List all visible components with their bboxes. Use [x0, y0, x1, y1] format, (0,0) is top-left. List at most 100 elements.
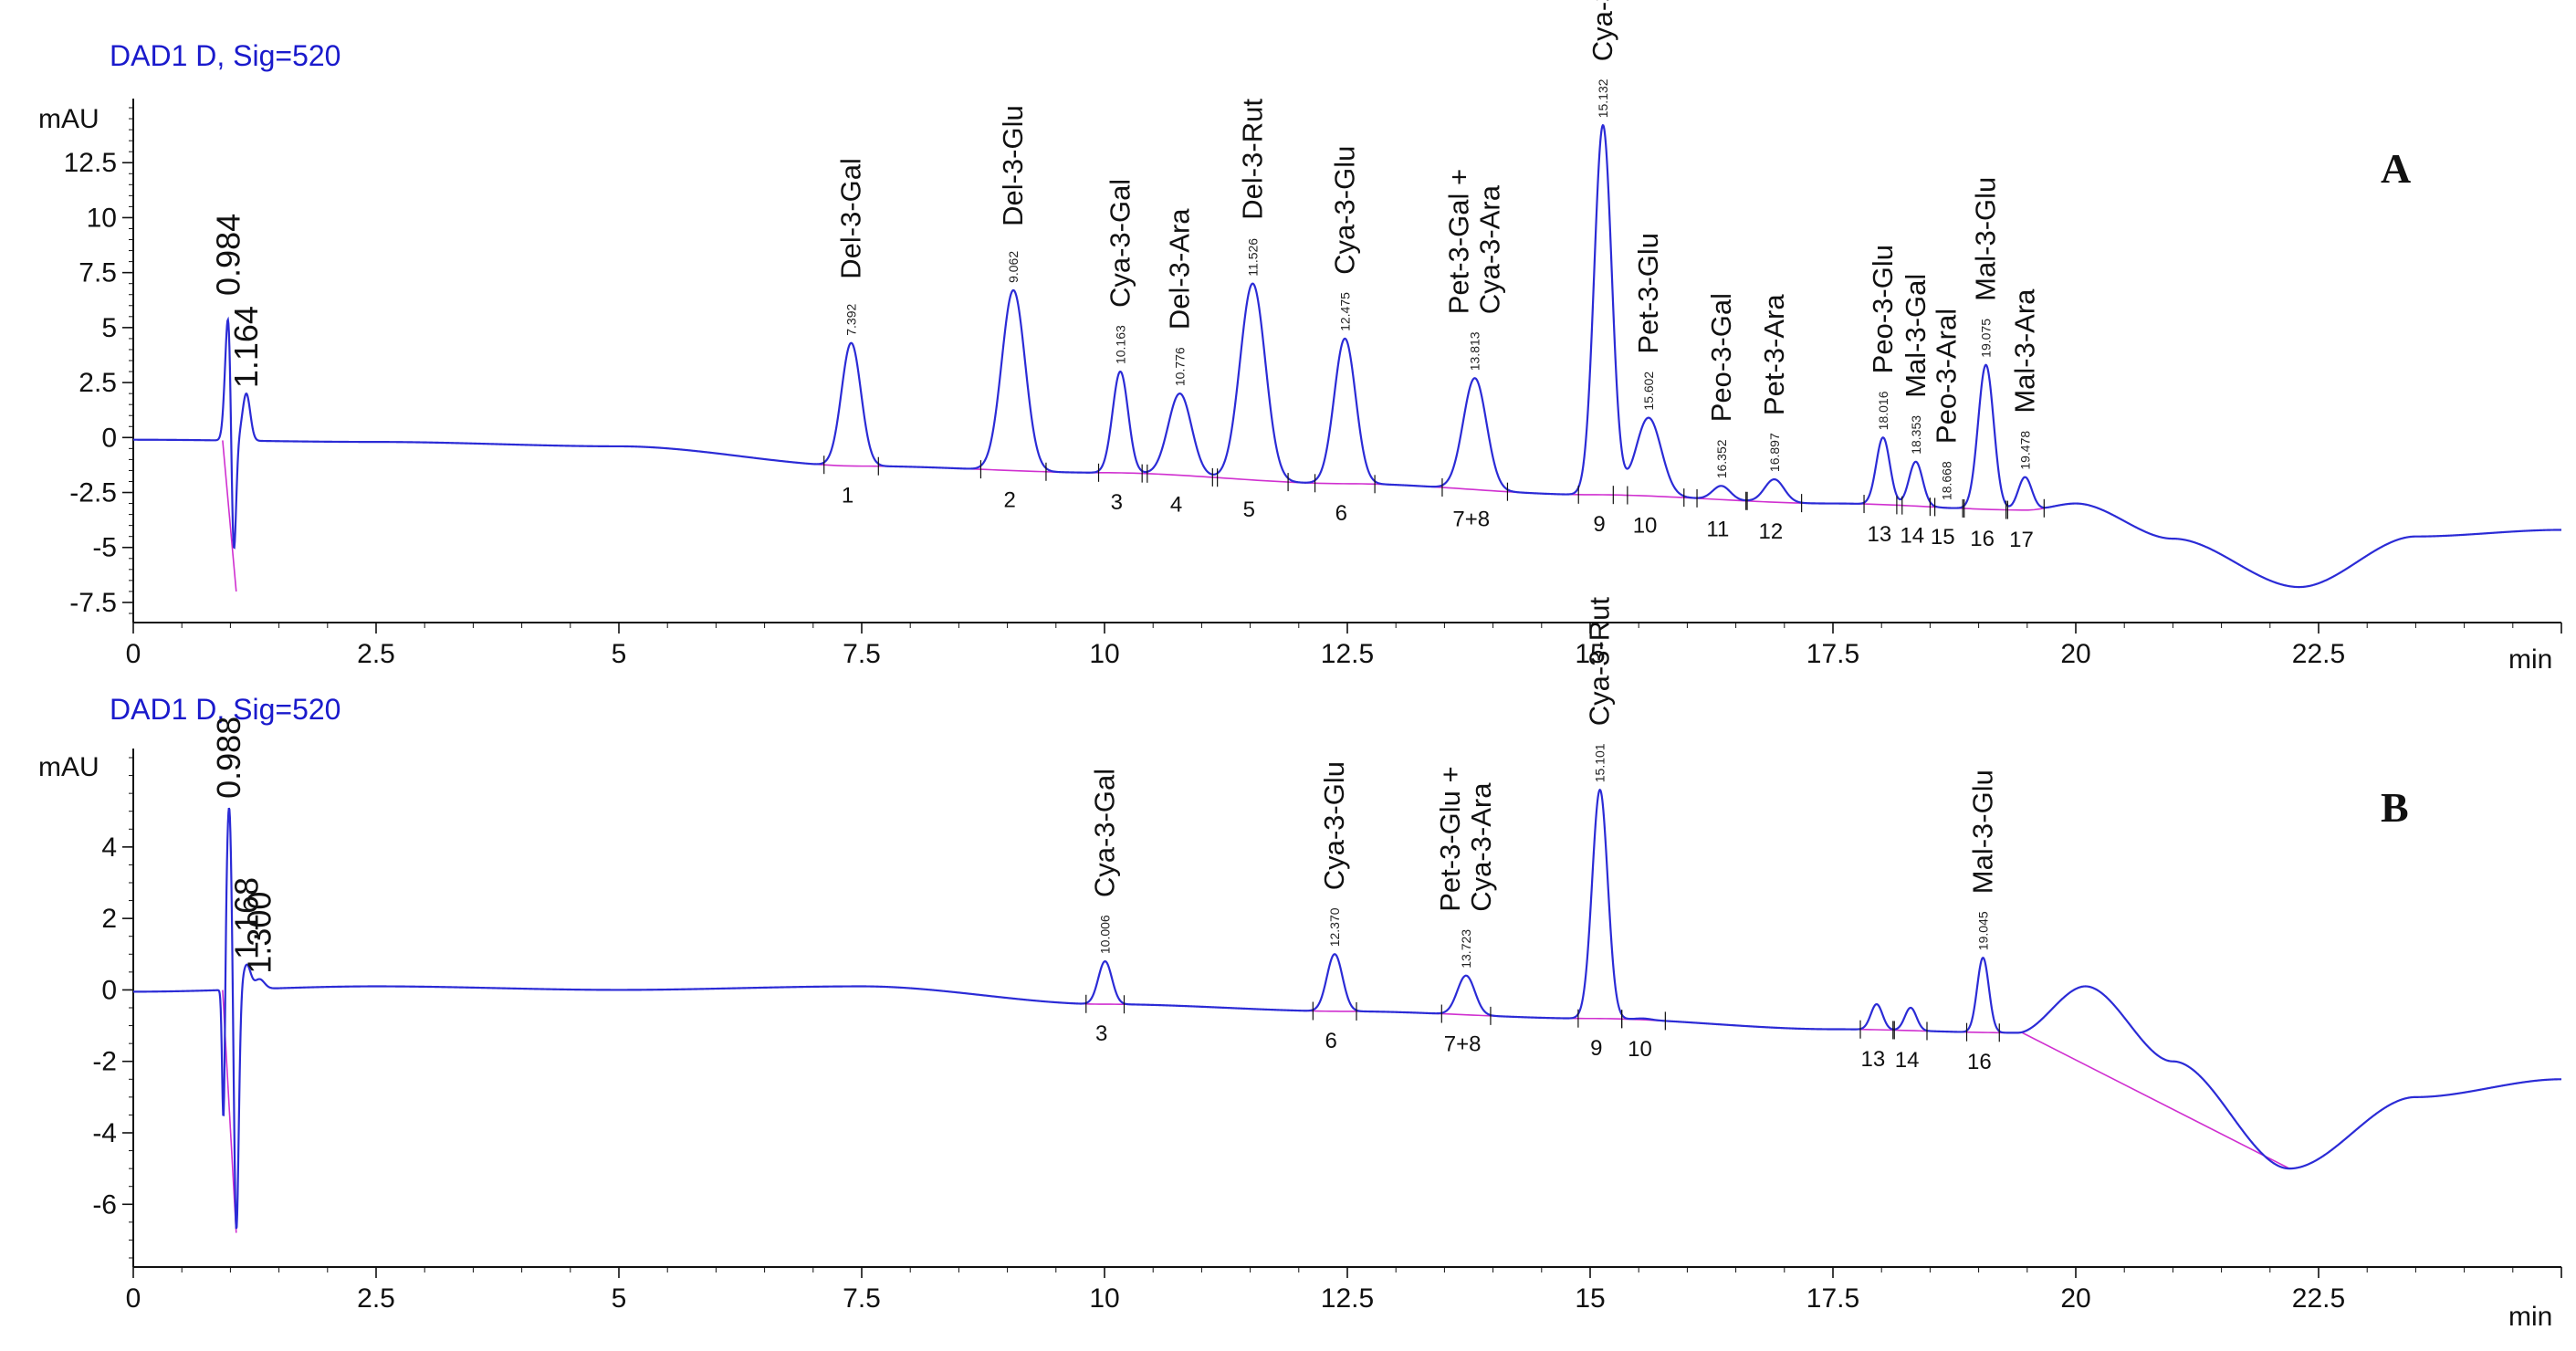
y-tick-label: 4 [101, 833, 117, 863]
x-tick-label: 5 [612, 639, 627, 669]
retention-time-label: 0.988 [210, 717, 247, 799]
x-tick-label: 12.5 [1321, 1283, 1374, 1314]
peak-number: 11 [1706, 517, 1729, 541]
compound-label: Del-3-Ara [1164, 208, 1196, 330]
compound-label: Cya-3-Ara [1474, 184, 1506, 314]
peak-annotation: 10 [1621, 1010, 1666, 1062]
panel-a-y-unit: mAU [38, 104, 99, 134]
compound-label: Mal-3-Gal [1900, 274, 1932, 398]
y-tick-label: 5 [101, 313, 117, 343]
retention-time-label: 10.163 [1113, 325, 1127, 364]
compound-label: Cya-3-Gal [1104, 179, 1136, 308]
peak-number: 10 [1633, 513, 1658, 538]
panel-a-peak-labels: 0.9841.1647.392Del-3-GalDel-3-Gal19.062D… [210, 0, 2045, 552]
compound-label: Cya-3-Glu [1328, 146, 1360, 275]
peak-number: 4 [1170, 493, 1182, 518]
peak-number: 5 [1243, 497, 1255, 522]
x-tick-label: 12.5 [1321, 639, 1374, 669]
compound-label: Cya-3-Rut [1584, 597, 1616, 727]
retention-time-label: 9.062 [1006, 251, 1021, 283]
compound-label: Pet-3-Gal + [1443, 169, 1475, 314]
peak-number: 9 [1593, 512, 1605, 537]
retention-time-label: 0.984 [210, 214, 247, 296]
peak-annotation: 14 [1893, 1021, 1928, 1073]
retention-time-label: 19.075 [1979, 319, 1994, 358]
compound-label: Pet-3-Glu + [1434, 766, 1466, 911]
chromatogram-line [133, 788, 2561, 1230]
peak-number: 13 [1861, 1047, 1886, 1072]
panel-a-signal-label: DAD1 D, Sig=520 [110, 39, 340, 72]
y-tick-label: -7.5 [69, 588, 117, 618]
peak-number: 1 [842, 483, 853, 508]
y-tick-label: 2 [101, 904, 117, 934]
retention-time-label: 15.132 [1596, 79, 1610, 118]
peak-annotation: 1.164 [227, 306, 265, 388]
compound-label: Mal-3-Glu [1966, 770, 1998, 894]
retention-time-label: 10.776 [1173, 347, 1188, 386]
panel-a: DAD1 D, Sig=520 mAU min A 0 2.5 5 7.5 10 12.5… [38, 0, 2562, 675]
y-tick-label: 10 [87, 203, 117, 233]
y-tick-label: -4 [92, 1118, 117, 1148]
retention-time-label: 7.392 [844, 303, 859, 335]
panel-b-letter: B [2381, 784, 2409, 831]
peak-annotation: 1.168 [227, 877, 265, 959]
compound-label: Cya-3-Glu [1318, 761, 1350, 890]
x-tick-label: 0 [126, 639, 141, 669]
peak-number: 14 [1900, 523, 1924, 548]
peak-number: 3 [1095, 1021, 1107, 1046]
compound-label: Peo-3-Aral [1930, 309, 1962, 444]
x-tick-label: 22.5 [2292, 639, 2345, 669]
peak-annotation: 0.988 [210, 717, 247, 799]
panel-b-x-unit: min [2508, 1302, 2552, 1332]
retention-time-label: 13.723 [1459, 929, 1473, 969]
peak-number: 14 [1895, 1048, 1920, 1073]
compound-label: Del-3-Rut [1236, 99, 1268, 220]
panel-b-axes: 0 2.5 5 7.5 10 12.5 15 17.5 20 22.5 -6 -4 -2 0 2 4 [92, 749, 2562, 1314]
x-tick-label: 17.5 [1806, 639, 1859, 669]
peak-number: 17 [2009, 528, 2034, 552]
compound-label: Pet-3-Glu [1632, 233, 1664, 354]
retention-time-label: 12.475 [1337, 292, 1352, 331]
peak-number: 7+8 [1444, 1032, 1482, 1057]
x-tick-label: 20 [2060, 639, 2090, 669]
compound-label: Peo-3-Glu [1867, 245, 1899, 373]
y-tick-label: 7.5 [79, 258, 117, 288]
peak-number: 7+8 [1452, 507, 1490, 531]
retention-time-label: 18.353 [1909, 415, 1923, 455]
x-tick-label: 20 [2060, 1283, 2090, 1314]
peak-annotation: 13 [1859, 1020, 1894, 1072]
compound-label: Mal-3-Glu [1970, 177, 2002, 301]
compound-label: Cya-3-Rut [1586, 0, 1618, 61]
chromatogram-line [133, 123, 2561, 589]
y-tick-label: 0 [101, 423, 117, 453]
retention-time-label: 13.813 [1468, 331, 1482, 371]
retention-time-label: 19.478 [2017, 431, 2032, 470]
compound-label: Cya-3-Gal [1089, 769, 1121, 897]
y-tick-label: -2.5 [69, 478, 117, 508]
peak-number: 9 [1590, 1036, 1602, 1061]
retention-time-label: 12.370 [1327, 907, 1342, 947]
peak-number: 13 [1868, 522, 1892, 547]
retention-time-label: 16.352 [1714, 439, 1729, 478]
peak-number: 10 [1628, 1037, 1652, 1062]
retention-time-label: 1.164 [227, 306, 265, 388]
y-tick-label: -5 [92, 533, 117, 563]
peak-number: 16 [1970, 527, 1995, 551]
x-tick-label: 0 [126, 1283, 141, 1314]
panel-b-peak-labels: 0.9881.1681.30010.006Cya-3-GalCya-3-Gal3… [210, 597, 2000, 1074]
retention-time-label: 16.897 [1767, 433, 1782, 472]
